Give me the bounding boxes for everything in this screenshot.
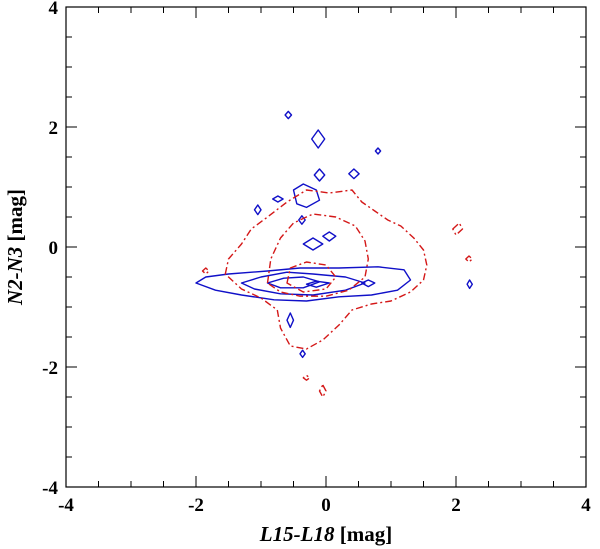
solid-contour-1 [240, 271, 366, 296]
dashdot-contour-5 [452, 222, 464, 236]
y-tick-label: 0 [49, 238, 59, 259]
dashdot-contour-4 [302, 374, 311, 381]
solid-contour-13 [348, 168, 360, 180]
y-tick-label: 4 [49, 0, 59, 19]
solid-contour-12 [284, 110, 293, 120]
solid-contour-8 [302, 237, 324, 251]
y-tick-label: -2 [42, 358, 58, 379]
solid-contour-16 [253, 204, 262, 216]
x-tick-label: 4 [581, 495, 591, 516]
dashdot-contour-2 [286, 261, 337, 293]
y-tick-label: -4 [42, 478, 58, 499]
solid-contour-7 [292, 183, 321, 209]
x-tick-labels: -4 -2 0 2 4 [58, 495, 591, 516]
x-axis-title: L15-L18 [mag] [259, 522, 392, 546]
y-tick-labels: -4 -2 0 2 4 [42, 0, 58, 499]
solid-contour-14 [374, 147, 382, 155]
solid-contour-18 [466, 279, 473, 290]
solid-contour-6 [299, 349, 306, 359]
solid-contour-17 [298, 215, 306, 225]
x-tick-label: 0 [321, 495, 331, 516]
contour-layer [195, 110, 473, 398]
solid-contour-3 [305, 280, 330, 288]
dashdot-contour-6 [465, 255, 473, 263]
y-axis-title: N2-N3 [mag] [3, 189, 27, 306]
dashdot-contour-0 [224, 189, 428, 350]
solid-contour-15 [272, 195, 284, 203]
x-tick-label: 2 [451, 495, 461, 516]
dashdot-contour-3 [318, 384, 327, 398]
x-tick-label: -4 [58, 495, 74, 516]
solid-contour-10 [311, 129, 326, 149]
plot-frame [65, 6, 587, 488]
solid-contour-4 [361, 279, 376, 288]
dashdot-contour-1 [266, 213, 369, 297]
axis-ticks [65, 6, 587, 488]
dashdot-contour-7 [201, 267, 210, 275]
x-tick-label: -2 [188, 495, 204, 516]
y-tick-label: 2 [49, 118, 59, 139]
solid-contour-0 [195, 266, 412, 302]
solid-contour-9 [322, 231, 337, 242]
solid-contour-11 [313, 168, 326, 182]
solid-contour-5 [286, 312, 295, 329]
